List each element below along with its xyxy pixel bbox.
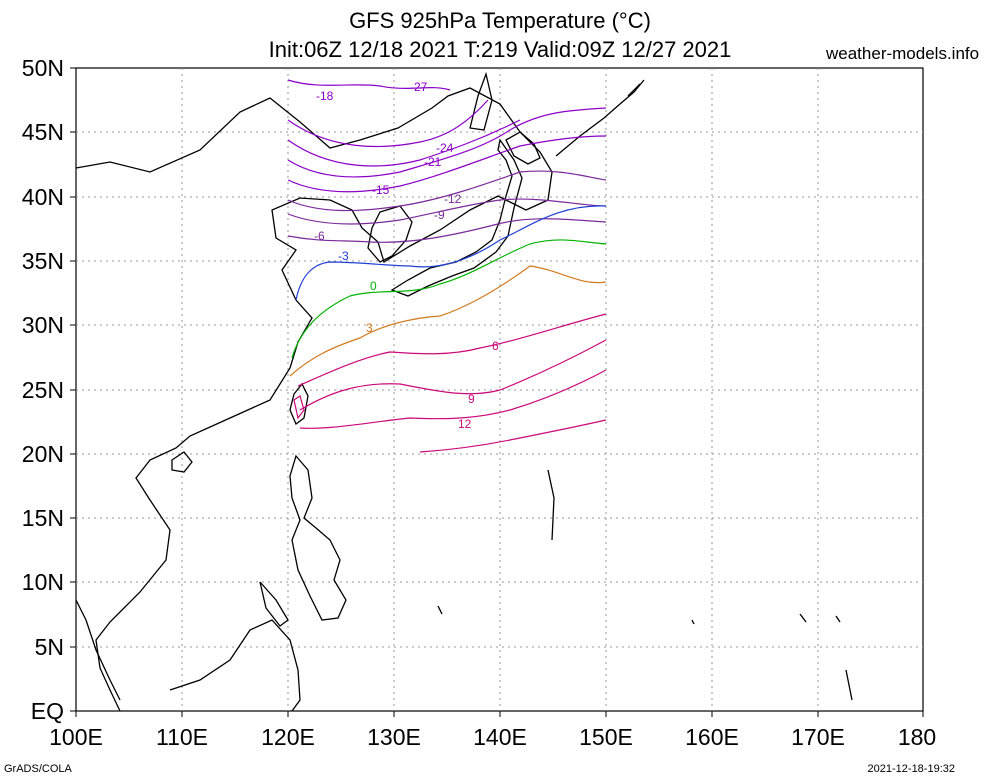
lat-label: 50N [22,55,64,81]
contour-minus24 [287,99,489,148]
footer-timestamp: 2021-12-18-19:32 [867,763,955,775]
contour-label: -12 [444,192,462,206]
contour-plus3 [289,265,607,377]
contour-minus6 [287,218,607,243]
contour-minus21 [287,119,521,167]
lat-label: 5N [35,634,64,660]
lon-label: 140E [473,724,527,750]
contours [287,79,607,453]
lat-label: 25N [22,377,64,403]
map-title: GFS 925hPa Temperature (°C) [349,8,651,33]
grid [76,68,923,711]
contour-minus15 [287,135,607,193]
contour-label: 12 [458,417,472,431]
contour-minus27 [287,79,451,91]
lon-label: 110E [156,724,208,750]
contour-label: -9 [434,208,445,222]
lat-label: 15N [22,505,64,531]
lon-label: 150E [579,724,633,750]
contour-minus3 [295,205,607,301]
footer-left: GrADS/COLA [4,763,72,775]
site-label: weather-models.info [826,44,980,63]
coastlines [75,71,853,712]
lon-label: 130E [367,724,421,750]
contour-labels: -27 -24 -21 -18 -15 -12 -9 -6 -3 0 3 6 9… [314,80,499,431]
lon-label: 100E [49,724,103,750]
contour-label: -24 [436,141,454,155]
contour-minus12 [287,170,607,212]
contour-label: 0 [370,279,377,293]
contour-plus6 [297,313,607,387]
contour-minus9 [287,198,607,225]
lat-label: 20N [22,441,64,467]
contour-label: -15 [372,183,390,197]
contour-zero [291,239,607,359]
lat-label: 45N [22,119,64,145]
lon-label: 170E [791,724,845,750]
lat-label: 10N [22,569,64,595]
contour-label: -3 [338,249,349,263]
lat-label: 40N [22,184,64,210]
lat-label: 35N [22,248,64,274]
map-subtitle: Init:06Z 12/18 2021 T:219 Valid:09Z 12/2… [268,37,732,62]
contour-label: -21 [424,155,442,169]
contour-taiwan [293,395,305,420]
contour-label: 6 [492,339,499,353]
lon-label: 160E [685,724,739,750]
contour-label: -18 [316,89,334,103]
lon-axis: 100E 110E 120E 130E 140E 150E 160E 170E … [49,724,936,750]
ticks [70,67,924,717]
contour-label: 3 [366,321,373,335]
contour-minus18 [287,107,607,178]
contour-label: -6 [314,229,325,243]
lat-label: 30N [22,312,64,338]
contour-plus15 [419,419,607,453]
contour-label: -27 [410,80,428,94]
contour-label: 9 [468,392,475,406]
lat-axis: EQ 5N 10N 15N 20N 25N 30N 35N 40N 45N 50… [22,55,64,724]
contour-plus12 [299,369,607,429]
lat-label: EQ [31,698,64,724]
lon-label: 120E [261,724,315,750]
lon-label: 180 [898,724,936,750]
contour-plus9 [299,339,607,411]
